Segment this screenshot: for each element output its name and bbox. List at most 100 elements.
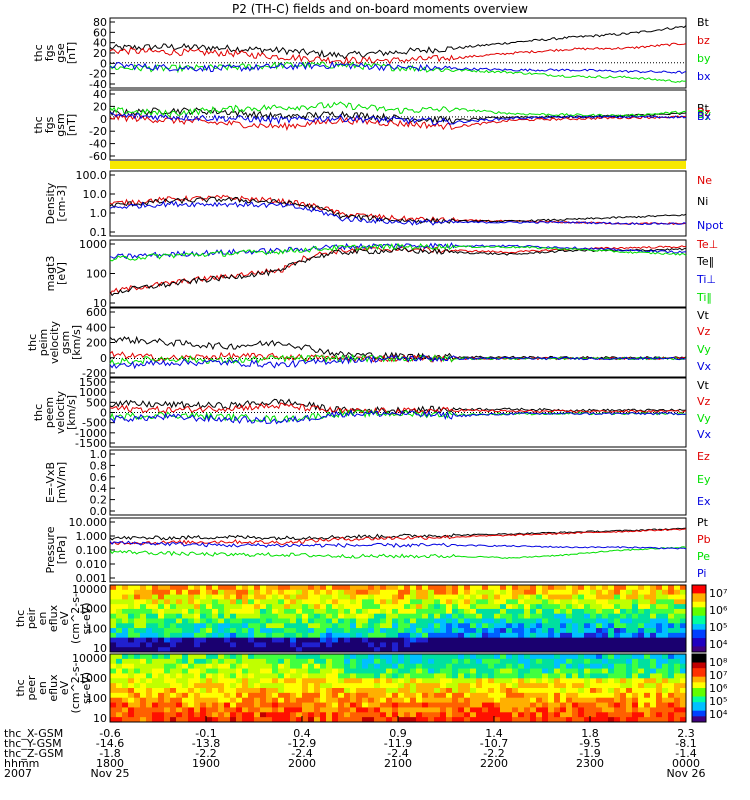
spectrogram-cell [122,717,129,723]
spectrogram-cell [668,654,675,660]
spectrogram-cell [614,623,621,629]
spectrogram-cell [194,647,201,653]
spectrogram-cell [236,647,243,653]
spectrogram-cell [164,673,171,679]
spectrogram-cell [596,632,603,639]
ytick-label: 200 [86,337,107,350]
spectrogram-cell [536,604,543,610]
spectrogram-cell [530,712,537,718]
spectrogram-cell [548,589,555,595]
spectrogram-cell [344,697,351,703]
spectrogram-cell [338,707,345,713]
colorbar-cell [692,688,706,692]
spectrogram-cell [116,658,123,665]
spectrogram-cell [476,628,483,634]
spectrogram-cell [518,632,525,639]
spectrogram-cell [662,678,669,684]
spectrogram-cell [224,585,231,591]
spectrogram-cell [644,618,651,624]
spectrogram-cell [662,654,669,660]
spectrogram-cell [386,642,393,648]
spectrogram-cell [308,688,315,694]
spectrogram-cell [158,658,165,665]
spectrogram-cell [146,683,153,689]
spectrogram-cell [188,692,195,699]
spectrogram-cell [206,688,213,694]
spectrogram-cell [464,637,471,643]
spectrogram-cell [308,599,315,605]
colorbar-cell [692,629,706,633]
spectrogram-cell [500,604,507,610]
spectrogram-cell [590,668,597,674]
spectrogram-cell [110,642,117,648]
spectrogram-cell [350,618,357,624]
spectrogram-cell [620,678,627,684]
spectrogram-cell [146,707,153,713]
spectrogram-cell [356,663,363,669]
spectrogram-cell [668,673,675,679]
colorbar-cell [692,624,706,628]
spectrogram-cell [440,589,447,595]
spectrogram-cell [278,618,285,624]
spectrogram-cell [536,717,543,723]
spectrogram-cell [662,668,669,674]
spectrogram-cell [368,623,375,629]
spectrogram-cell [326,632,333,639]
spectrogram-cell [512,712,519,718]
spectrogram-cell [518,608,525,615]
spectrogram-cell [386,692,393,699]
spectrogram-cell [578,618,585,624]
spectrogram-cell [392,673,399,679]
spectrogram-cell [296,717,303,723]
spectrogram-cell [512,604,519,610]
spectrogram-cell [608,712,615,718]
colorbar-cell [692,665,706,669]
spectrogram-cell [632,668,639,674]
spectrogram-cell [224,707,231,713]
spectrogram-cell [554,618,561,624]
spectrogram-cell [176,654,183,660]
ytick-label: 1.0 [90,448,108,461]
spectrogram-cell [278,632,285,639]
spectrogram-cell [404,608,411,615]
spectrogram-cell [254,668,261,674]
spectrogram-cell [356,707,363,713]
spectrogram-cell [212,642,219,648]
xaxis-value: 0.4 [293,727,311,740]
spectrogram-cell [332,707,339,713]
spectrogram-cell [662,632,669,639]
xaxis-value: 2.3 [677,727,695,740]
spectrogram-cell [416,618,423,624]
spectrogram-cell [242,654,249,660]
spectrogram-cell [656,697,663,703]
spectrogram-cell [530,697,537,703]
spectrogram-cell [152,594,159,600]
spectrogram-cell [650,717,657,723]
colorbar-cell [692,626,706,631]
spectrogram-cell [374,668,381,674]
ylabel-line: (cm^2-s- [69,663,82,714]
spectrogram-cell [566,678,573,684]
spectrogram-cell [440,618,447,624]
spectrogram-cell [122,637,129,643]
spectrogram-cell [476,702,483,708]
spectrogram-cell [542,663,549,669]
spectrogram-cell [296,673,303,679]
spectrogram-cell [572,668,579,674]
spectrogram-cell [638,632,645,639]
spectrogram-cell [500,637,507,643]
spectrogram-cell [158,712,165,718]
spectrogram-cell [608,632,615,639]
spectrogram-cell [386,594,393,600]
spectrogram-cell [530,702,537,708]
spectrogram-cell [212,623,219,629]
spectrogram-cell [578,604,585,610]
spectrogram-cell [176,678,183,684]
ylabel-line: gse [54,43,67,63]
spectrogram-cell [458,637,465,643]
spectrogram-cell [326,654,333,660]
series-line-Npot [109,200,687,226]
spectrogram-cell [464,642,471,648]
ytick-label: 20 [93,100,107,113]
